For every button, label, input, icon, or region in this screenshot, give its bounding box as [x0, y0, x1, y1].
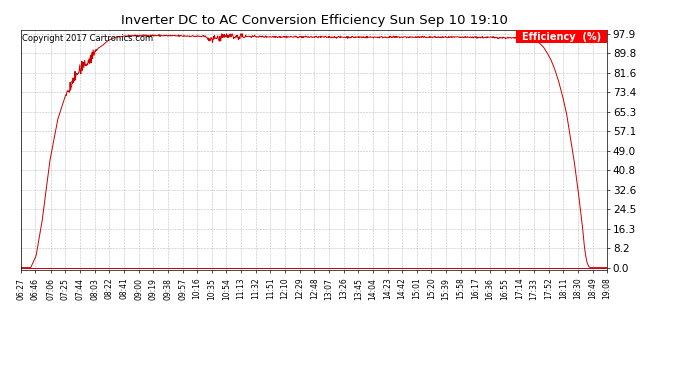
Text: Copyright 2017 Cartronics.com: Copyright 2017 Cartronics.com — [22, 34, 153, 43]
Title: Inverter DC to AC Conversion Efficiency Sun Sep 10 19:10: Inverter DC to AC Conversion Efficiency … — [121, 15, 507, 27]
